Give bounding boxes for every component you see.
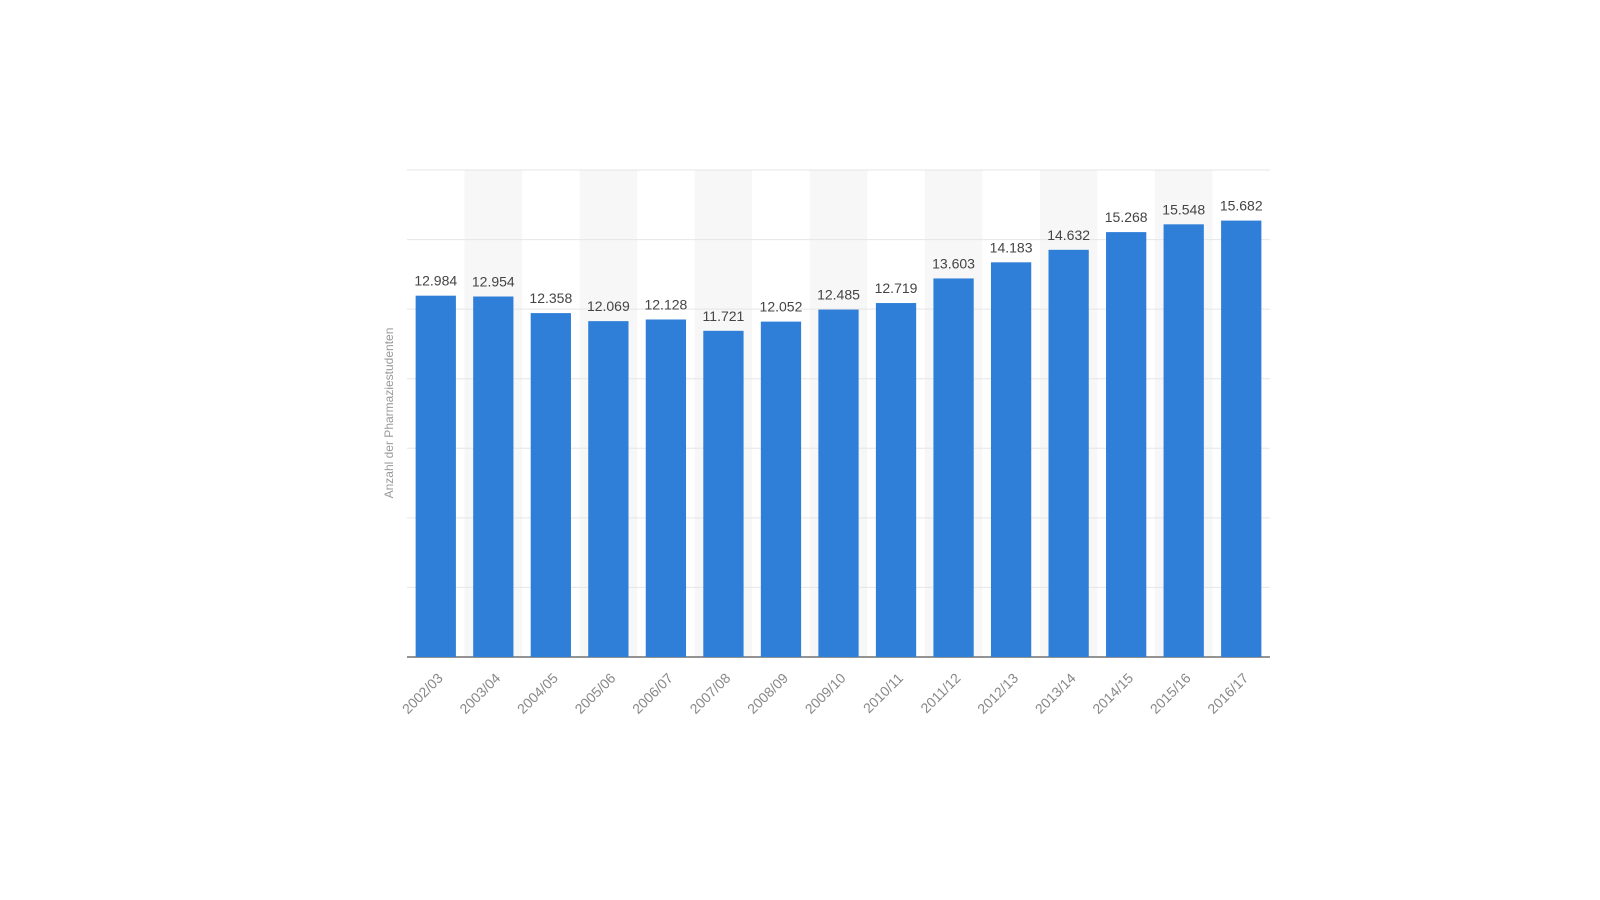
value-label: 12.485: [817, 287, 860, 303]
value-label: 14.632: [1047, 227, 1090, 243]
value-label: 12.984: [414, 273, 457, 289]
x-tick-label: 2003/04: [456, 670, 503, 717]
value-label: 12.128: [644, 296, 687, 312]
value-label: 14.183: [990, 239, 1033, 255]
value-label: 15.548: [1162, 201, 1205, 217]
x-tick-label: 2012/13: [974, 670, 1021, 717]
x-tick-label: 2002/03: [399, 670, 446, 717]
x-tick-label: 2007/08: [686, 670, 733, 717]
x-tick-label: 2014/15: [1089, 670, 1136, 717]
bar: [415, 295, 456, 657]
value-label: 12.052: [760, 299, 803, 315]
value-label: 12.719: [875, 280, 918, 296]
bar: [875, 303, 917, 657]
x-tick-label: 2008/09: [744, 670, 791, 717]
x-tick-label: 2015/16: [1147, 670, 1194, 717]
x-tick-label: 2016/17: [1204, 670, 1251, 717]
value-label: 11.721: [703, 308, 745, 324]
x-tick-label: 2011/12: [917, 670, 964, 717]
bar: [933, 278, 974, 657]
bar: [645, 319, 687, 657]
value-label: 12.954: [472, 274, 515, 290]
bar: [818, 309, 859, 657]
x-tick-label: 2006/07: [629, 670, 676, 717]
value-label: 12.358: [529, 290, 572, 306]
bar: [1221, 220, 1262, 657]
y-axis-label: Anzahl der Pharmaziestudenten: [382, 328, 396, 499]
bar: [473, 296, 514, 657]
bar: [760, 321, 802, 657]
bar: [588, 321, 629, 657]
x-tick-label: 2010/11: [860, 670, 907, 717]
x-tick-label: 2004/05: [514, 670, 561, 717]
bar: [1106, 232, 1147, 657]
bar: [530, 313, 571, 657]
value-label: 13.603: [932, 255, 975, 271]
bar: [703, 330, 744, 657]
bar: [1048, 249, 1089, 657]
x-tick-label: 2009/10: [802, 670, 849, 717]
bar: [990, 262, 1032, 657]
value-label: 15.682: [1220, 198, 1263, 214]
x-tick-label: 2013/14: [1032, 670, 1079, 717]
value-label: 15.268: [1105, 209, 1148, 225]
x-tick-label: 2005/06: [571, 670, 618, 717]
value-label: 12.069: [587, 298, 630, 314]
bar: [1163, 224, 1204, 658]
